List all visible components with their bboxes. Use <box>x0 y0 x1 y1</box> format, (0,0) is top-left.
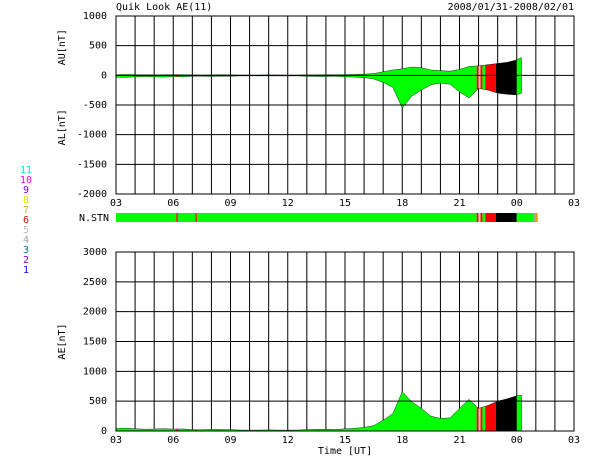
x-tick-label: 09 <box>224 198 236 209</box>
y-axis-label: AE[nT] <box>57 323 68 359</box>
date-range: 2008/01/31-2008/02/01 <box>448 2 574 13</box>
area <box>495 75 517 96</box>
station-segment <box>476 213 479 222</box>
station-legend-label: 7 <box>23 205 29 216</box>
y-tick-label: -1000 <box>77 130 107 141</box>
plot-frame <box>115 251 575 432</box>
x-tick-label: 03 <box>568 198 580 209</box>
x-tick-label: 21 <box>453 198 465 209</box>
y-tick-label: 2500 <box>83 277 107 288</box>
area <box>495 395 517 431</box>
x-tick-label: 18 <box>396 435 408 446</box>
x-tick-label: 03 <box>110 435 122 446</box>
area <box>478 407 481 431</box>
area <box>516 57 522 76</box>
y-tick-label: -1500 <box>77 159 107 170</box>
area <box>495 59 517 76</box>
station-legend-label: 9 <box>23 185 29 196</box>
area <box>476 75 479 91</box>
area <box>478 75 481 89</box>
station-segment <box>116 213 177 222</box>
station-legend-label: 10 <box>20 175 32 186</box>
x-tick-label: 00 <box>511 435 523 446</box>
x-tick-label: 06 <box>167 198 179 209</box>
area <box>480 75 483 90</box>
y-tick-label: 0 <box>101 426 107 437</box>
y-tick-label: 2000 <box>83 307 107 318</box>
y-tick-label: 500 <box>89 41 107 52</box>
area <box>480 406 483 431</box>
y-tick-label: 1000 <box>83 11 107 22</box>
area <box>485 401 496 431</box>
y-axis-label: AL[nT] <box>57 109 68 145</box>
chart-title: Quik Look AE(11) <box>116 2 212 13</box>
area <box>516 75 522 96</box>
station-legend-label: 4 <box>23 235 29 246</box>
y-tick-label: 3000 <box>83 247 107 258</box>
y-tick-label: -2000 <box>77 189 107 200</box>
area <box>197 65 477 76</box>
station-segment <box>533 213 536 222</box>
y-tick-label: 500 <box>89 396 107 407</box>
area <box>482 64 486 76</box>
station-legend-label: 5 <box>23 225 29 236</box>
x-tick-label: 09 <box>224 435 236 446</box>
station-segment <box>485 213 496 222</box>
station-segment <box>197 213 477 222</box>
area <box>178 428 196 431</box>
station-segment <box>535 213 538 222</box>
y-tick-label: 1000 <box>83 366 107 377</box>
area <box>485 75 496 93</box>
station-segment <box>495 213 517 222</box>
x-tick-label: 06 <box>167 435 179 446</box>
station-segment <box>516 213 534 222</box>
x-tick-label: 18 <box>396 198 408 209</box>
station-legend-label: 3 <box>23 245 29 256</box>
area <box>478 65 481 76</box>
x-tick-label: 12 <box>282 198 294 209</box>
station-bar-label: N.STN <box>79 213 109 224</box>
x-tick-label: 03 <box>110 198 122 209</box>
area <box>482 406 486 431</box>
area <box>116 427 177 431</box>
area <box>476 406 479 431</box>
area <box>485 63 496 76</box>
station-segment <box>480 213 483 222</box>
y-tick-label: -500 <box>83 100 107 111</box>
plot-frame <box>115 15 575 195</box>
station-legend-label: 11 <box>20 165 32 176</box>
station-segment <box>478 213 481 222</box>
station-segment <box>195 213 198 222</box>
station-legend-label: 1 <box>23 265 29 276</box>
area <box>482 75 486 90</box>
x-tick-label: 12 <box>282 435 294 446</box>
x-tick-label: 21 <box>453 435 465 446</box>
station-legend-label: 8 <box>23 195 29 206</box>
station-segment <box>482 213 486 222</box>
area <box>197 75 477 109</box>
area <box>480 65 483 76</box>
x-axis-label: Time [UT] <box>318 446 372 457</box>
y-tick-label: 1500 <box>83 337 107 348</box>
y-axis-label: AU[nT] <box>57 29 68 65</box>
station-segment <box>176 213 179 222</box>
x-tick-label: 15 <box>339 198 351 209</box>
y-tick-label: 0 <box>101 70 107 81</box>
area <box>197 391 477 431</box>
area <box>116 75 177 78</box>
area <box>476 65 479 76</box>
x-tick-label: 03 <box>568 435 580 446</box>
x-tick-label: 15 <box>339 435 351 446</box>
area <box>516 394 522 431</box>
x-tick-label: 00 <box>511 198 523 209</box>
station-legend-label: 6 <box>23 215 29 226</box>
station-legend-label: 2 <box>23 255 29 266</box>
station-segment <box>178 213 196 222</box>
